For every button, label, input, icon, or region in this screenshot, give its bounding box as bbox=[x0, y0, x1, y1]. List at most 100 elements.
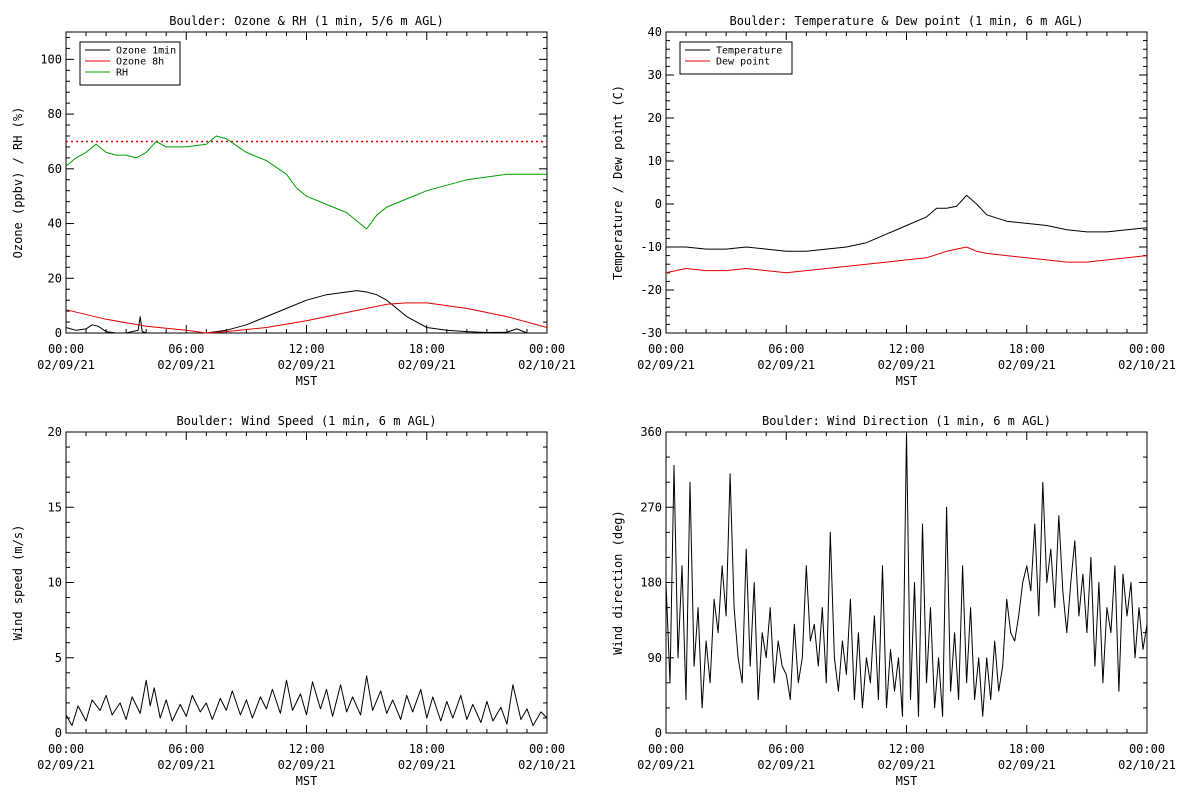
chart-2: Boulder: Temperature & Dew point (1 min,… bbox=[611, 14, 1176, 388]
x-tick-label-time: 00:00 bbox=[529, 742, 565, 756]
x-tick-label-time: 00:00 bbox=[1129, 742, 1165, 756]
x-tick-label-date: 02/09/21 bbox=[998, 758, 1056, 772]
y-axis-label: Wind direction (deg) bbox=[611, 510, 625, 655]
chart-1: Boulder: Ozone & RH (1 min, 5/6 m AGL) Oz… bbox=[11, 14, 576, 388]
y-axis-label: Temperature / Dew point (C) bbox=[611, 85, 625, 280]
y-tick-label: 40 bbox=[648, 25, 662, 39]
y-tick-label: 20 bbox=[648, 111, 662, 125]
x-tick-label-time: 06:00 bbox=[768, 742, 804, 756]
x-tick-label-time: 18:00 bbox=[1009, 742, 1045, 756]
y-axis-label: Ozone (ppbv) / RH (%) bbox=[11, 107, 25, 259]
series-line-3 bbox=[65, 135, 547, 230]
y-tick-label: 10 bbox=[48, 576, 62, 590]
x-tick-label-time: 18:00 bbox=[1009, 342, 1045, 356]
chart-title: Boulder: Wind Speed (1 min, 6 m AGL) bbox=[176, 414, 436, 428]
x-tick-label-date: 02/09/21 bbox=[398, 358, 456, 372]
y-tick-label: 90 bbox=[648, 651, 662, 665]
x-tick-label-date: 02/10/21 bbox=[1118, 358, 1176, 372]
x-tick-label-date: 02/09/21 bbox=[398, 758, 456, 772]
x-tick-label-time: 00:00 bbox=[648, 742, 684, 756]
x-tick-label-time: 06:00 bbox=[168, 742, 204, 756]
y-tick-label: 100 bbox=[40, 52, 62, 66]
x-tick-label-date: 02/09/21 bbox=[878, 758, 936, 772]
y-tick-label: 20 bbox=[48, 271, 62, 285]
chart-title: Boulder: Temperature & Dew point (1 min,… bbox=[729, 14, 1083, 28]
x-tick-label-date: 02/10/21 bbox=[1118, 758, 1176, 772]
y-tick-label: 0 bbox=[655, 197, 662, 211]
x-axis-label: MST bbox=[296, 374, 318, 388]
y-axis-label: Wind speed (m/s) bbox=[11, 525, 25, 641]
x-tick-label-date: 02/09/21 bbox=[757, 358, 815, 372]
legend-label: Temperature bbox=[716, 46, 782, 57]
y-tick-label: 360 bbox=[640, 425, 662, 439]
chart-title: Boulder: Wind Direction (1 min, 6 m AGL) bbox=[762, 414, 1051, 428]
y-tick-label: 0 bbox=[655, 726, 662, 740]
x-tick-label-time: 06:00 bbox=[768, 342, 804, 356]
x-tick-label-time: 12:00 bbox=[288, 742, 324, 756]
plot-frame bbox=[665, 431, 1148, 734]
y-tick-label: -20 bbox=[640, 283, 662, 297]
x-tick-label-time: 12:00 bbox=[288, 342, 324, 356]
x-tick-label-date: 02/09/21 bbox=[278, 758, 336, 772]
x-tick-label-date: 02/10/21 bbox=[518, 758, 576, 772]
y-tick-label: 180 bbox=[640, 576, 662, 590]
y-tick-label: 0 bbox=[55, 726, 62, 740]
series-line-1 bbox=[65, 675, 548, 726]
x-tick-label-time: 12:00 bbox=[888, 742, 924, 756]
y-tick-label: 30 bbox=[648, 68, 662, 82]
x-tick-label-date: 02/09/21 bbox=[157, 758, 215, 772]
x-tick-label-date: 02/09/21 bbox=[637, 358, 695, 372]
series-line-2 bbox=[665, 246, 1148, 274]
y-tick-label: 0 bbox=[55, 326, 62, 340]
x-tick-label-date: 02/09/21 bbox=[998, 358, 1056, 372]
x-tick-label-time: 12:00 bbox=[888, 342, 924, 356]
legend-box bbox=[79, 41, 181, 86]
y-tick-label: 40 bbox=[48, 217, 62, 231]
x-axis-label: MST bbox=[896, 774, 918, 788]
x-tick-label-time: 00:00 bbox=[48, 742, 84, 756]
y-tick-label: 60 bbox=[48, 162, 62, 176]
x-tick-label-time: 00:00 bbox=[48, 342, 84, 356]
x-tick-label-date: 02/09/21 bbox=[757, 758, 815, 772]
series-line-2 bbox=[65, 302, 548, 334]
y-tick-label: 5 bbox=[55, 651, 62, 665]
plot-frame bbox=[65, 431, 548, 734]
x-tick-label-date: 02/09/21 bbox=[37, 358, 95, 372]
legend-label: Dew point bbox=[716, 57, 770, 68]
series-line-1 bbox=[666, 194, 1148, 252]
x-tick-label-time: 18:00 bbox=[409, 342, 445, 356]
y-tick-label: 270 bbox=[640, 500, 662, 514]
x-axis-label: MST bbox=[896, 374, 918, 388]
legend-label: RH bbox=[116, 68, 128, 79]
x-tick-label-date: 02/09/21 bbox=[878, 358, 936, 372]
y-tick-label: 20 bbox=[48, 425, 62, 439]
x-tick-label-time: 00:00 bbox=[529, 342, 565, 356]
x-tick-label-date: 02/09/21 bbox=[157, 358, 215, 372]
chart-3: Boulder: Wind Speed (1 min, 6 m AGL) Wind… bbox=[11, 414, 576, 788]
x-tick-label-date: 02/09/21 bbox=[637, 758, 695, 772]
y-tick-label: -30 bbox=[640, 326, 662, 340]
x-axis-label: MST bbox=[296, 774, 318, 788]
x-tick-label-time: 06:00 bbox=[168, 342, 204, 356]
x-tick-label-time: 00:00 bbox=[648, 342, 684, 356]
x-tick-label-time: 00:00 bbox=[1129, 342, 1165, 356]
legend-label: Ozone 8h bbox=[116, 57, 164, 68]
x-tick-label-date: 02/09/21 bbox=[37, 758, 95, 772]
y-tick-label: 80 bbox=[48, 107, 62, 121]
series-line-1 bbox=[65, 290, 547, 334]
chart-title: Boulder: Ozone & RH (1 min, 5/6 m AGL) bbox=[169, 14, 444, 28]
y-tick-label: 15 bbox=[48, 500, 62, 514]
x-tick-label-time: 18:00 bbox=[409, 742, 445, 756]
chart-4: Boulder: Wind Direction (1 min, 6 m AGL)… bbox=[611, 414, 1176, 788]
y-tick-label: 10 bbox=[648, 154, 662, 168]
legend-box bbox=[679, 41, 793, 75]
plot-frame bbox=[665, 31, 1148, 334]
x-tick-label-date: 02/09/21 bbox=[278, 358, 336, 372]
series-line-1 bbox=[665, 431, 1148, 717]
x-tick-label-date: 02/10/21 bbox=[518, 358, 576, 372]
y-tick-label: -10 bbox=[640, 240, 662, 254]
legend-label: Ozone 1min bbox=[116, 46, 176, 57]
